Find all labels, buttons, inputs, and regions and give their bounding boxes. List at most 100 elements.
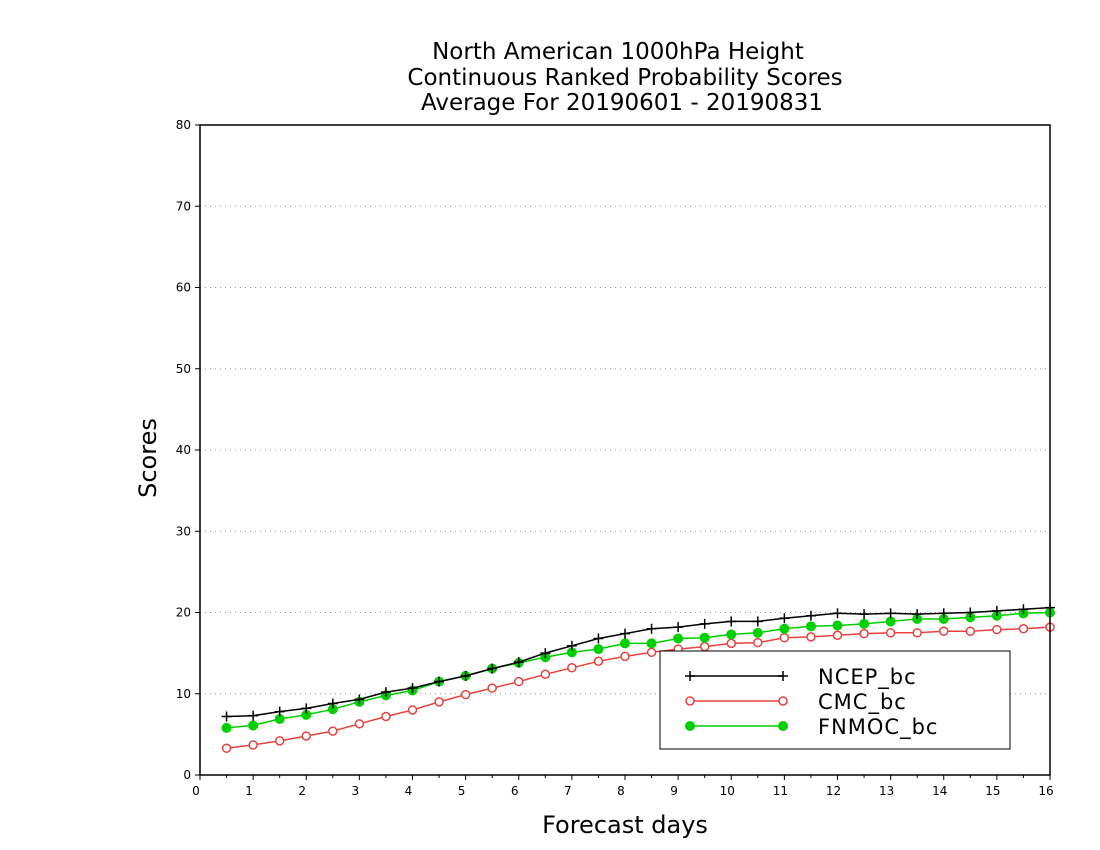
data-point-ncep-bc — [460, 670, 471, 681]
legend-label-cmc-bc: CMC_bc — [818, 690, 907, 715]
data-point-ncep-bc — [752, 616, 763, 627]
data-point-cmc-bc — [434, 697, 444, 707]
y-axis-ticks: 0 10 20 30 40 50 60 70 80 — [176, 118, 200, 782]
legend-label-ncep-bc: NCEP_bc — [818, 665, 917, 690]
data-point-cmc-bc — [699, 641, 710, 652]
gridlines — [200, 205, 1050, 695]
data-point-cmc-bc — [1018, 624, 1029, 634]
data-point-ncep-bc — [859, 609, 870, 620]
x-axis-label: Forecast days — [542, 811, 708, 839]
x-tick-label: 5 — [458, 784, 466, 798]
data-point-cmc-bc — [726, 638, 736, 649]
data-point-cmc-bc — [407, 705, 418, 715]
data-point-cmc-bc — [328, 726, 338, 736]
data-point-ncep-bc — [274, 706, 285, 717]
legend-item-ncep-bc: NCEP_bc — [685, 665, 917, 690]
data-point-ncep-bc — [434, 676, 445, 687]
x-tick-label: 6 — [511, 784, 519, 798]
data-point-cmc-bc — [301, 731, 311, 741]
data-point-fnmoc-bc — [673, 633, 684, 644]
x-tick-label: 16 — [1038, 784, 1053, 798]
data-point-ncep-bc — [221, 711, 232, 722]
data-point-cmc-bc — [965, 626, 976, 636]
data-point-cmc-bc — [248, 740, 258, 750]
data-point-fnmoc-bc — [248, 720, 259, 731]
data-point-ncep-bc — [912, 609, 923, 620]
x-tick-label: 11 — [773, 784, 788, 798]
y-axis-label: Scores — [134, 418, 162, 498]
legend-marker-fnmoc-bc — [685, 721, 695, 731]
plot-frame — [199, 124, 1051, 776]
data-point-cmc-bc — [354, 719, 365, 729]
data-point-ncep-bc — [327, 698, 338, 709]
y-tick-label: 20 — [176, 606, 191, 620]
data-point-fnmoc-bc — [779, 623, 790, 634]
data-point-fnmoc-bc — [699, 632, 710, 643]
legend-label-fnmoc-bc: FNMOC_bc — [818, 715, 938, 740]
data-point-ncep-bc — [779, 613, 790, 624]
x-tick-label: 7 — [564, 784, 572, 798]
data-point-cmc-bc — [859, 628, 869, 639]
data-point-ncep-bc — [620, 628, 630, 639]
x-tick-label: 8 — [617, 784, 625, 798]
data-point-cmc-bc — [832, 630, 843, 640]
data-point-cmc-bc — [381, 711, 391, 722]
data-point-fnmoc-bc — [593, 644, 604, 655]
data-point-ncep-bc — [699, 618, 710, 629]
data-point-fnmoc-bc — [726, 629, 737, 640]
data-point-ncep-bc — [885, 608, 896, 619]
x-tick-label: 2 — [298, 784, 306, 798]
x-tick-label: 10 — [720, 784, 735, 798]
legend-item-cmc-bc: CMC_bc — [685, 690, 907, 715]
y-tick-label: 70 — [176, 199, 191, 213]
data-point-ncep-bc — [832, 608, 843, 619]
y-tick-label: 60 — [176, 281, 191, 295]
legend-marker-fnmoc-bc — [778, 721, 788, 731]
data-point-cmc-bc — [460, 689, 471, 700]
chart-title-line-2: Continuous Ranked Probability Scores — [407, 65, 842, 91]
data-point-cmc-bc — [567, 663, 577, 673]
data-point-cmc-bc — [646, 647, 657, 658]
data-point-ncep-bc — [726, 616, 737, 627]
x-axis-ticks: 0 1 2 3 4 5 6 7 8 9 10 11 12 13 14 15 16 — [192, 775, 1054, 798]
legend-marker-cmc-bc — [778, 696, 788, 706]
data-point-fnmoc-bc — [859, 618, 870, 629]
data-point-ncep-bc — [380, 687, 391, 698]
x-tick-label: 0 — [192, 784, 200, 798]
data-point-cmc-bc — [620, 651, 630, 662]
data-point-ncep-bc — [673, 622, 684, 633]
series-ncep-bc — [221, 602, 1055, 722]
data-point-ncep-bc — [301, 703, 312, 714]
y-tick-label: 0 — [183, 768, 191, 782]
legend-item-fnmoc-bc: FNMOC_bc — [685, 715, 938, 740]
legend-marker-ncep-bc — [778, 671, 788, 681]
legend-marker-cmc-bc — [685, 696, 695, 706]
data-point-ncep-bc — [991, 605, 1002, 616]
data-point-ncep-bc — [487, 663, 498, 674]
data-point-ncep-bc — [805, 610, 816, 621]
data-point-fnmoc-bc — [805, 621, 816, 632]
data-point-fnmoc-bc — [221, 722, 232, 733]
y-tick-label: 40 — [176, 443, 191, 457]
data-point-ncep-bc — [354, 694, 365, 705]
x-tick-label: 12 — [826, 784, 841, 798]
data-point-cmc-bc — [221, 743, 232, 753]
data-point-cmc-bc — [540, 669, 551, 679]
data-point-fnmoc-bc — [752, 627, 763, 638]
data-point-fnmoc-bc — [620, 638, 630, 649]
series-group — [221, 602, 1055, 753]
data-point-ncep-bc — [646, 623, 657, 634]
data-point-ncep-bc — [1018, 604, 1029, 615]
x-tick-label: 9 — [670, 784, 678, 798]
data-point-cmc-bc — [912, 628, 922, 638]
x-tick-label: 13 — [879, 784, 894, 798]
chart-title-line-3: Average For 20190601 - 20190831 — [421, 90, 823, 116]
legend-marker-ncep-bc — [685, 671, 695, 681]
data-point-cmc-bc — [885, 628, 896, 638]
data-point-cmc-bc — [939, 626, 949, 636]
data-point-ncep-bc — [965, 607, 976, 618]
data-point-ncep-bc — [938, 608, 949, 619]
x-tick-label: 15 — [985, 784, 1000, 798]
data-point-cmc-bc — [593, 656, 604, 666]
